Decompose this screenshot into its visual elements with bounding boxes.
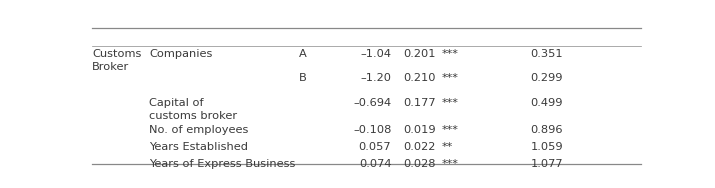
Text: ***: ***	[441, 49, 458, 59]
Text: –0.108: –0.108	[353, 125, 391, 135]
Text: 0.896: 0.896	[531, 125, 563, 135]
Text: **: **	[441, 142, 453, 152]
Text: ***: ***	[441, 125, 458, 135]
Text: 0.351: 0.351	[531, 49, 563, 59]
Text: Customs
Broker: Customs Broker	[92, 49, 142, 72]
Text: –1.04: –1.04	[360, 49, 391, 59]
Text: No. of employees: No. of employees	[149, 125, 249, 135]
Text: Years of Express Business: Years of Express Business	[149, 159, 295, 169]
Text: 1.059: 1.059	[531, 142, 563, 152]
Text: Companies: Companies	[149, 49, 212, 59]
Text: –1.20: –1.20	[360, 73, 391, 83]
Text: ***: ***	[441, 98, 458, 108]
Text: 0.074: 0.074	[359, 159, 391, 169]
Text: 0.019: 0.019	[403, 125, 435, 135]
Text: 0.177: 0.177	[403, 98, 435, 108]
Text: 1.077: 1.077	[531, 159, 563, 169]
Text: B: B	[299, 73, 307, 83]
Text: ***: ***	[441, 159, 458, 169]
Text: 0.201: 0.201	[403, 49, 435, 59]
Text: Capital of
customs broker: Capital of customs broker	[149, 98, 237, 121]
Text: A: A	[299, 49, 307, 59]
Text: 0.210: 0.210	[403, 73, 435, 83]
Text: 0.022: 0.022	[403, 142, 435, 152]
Text: –0.694: –0.694	[353, 98, 391, 108]
Text: ***: ***	[441, 73, 458, 83]
Text: 0.057: 0.057	[359, 142, 391, 152]
Text: Years Established: Years Established	[149, 142, 248, 152]
Text: 0.499: 0.499	[531, 98, 563, 108]
Text: 0.299: 0.299	[531, 73, 563, 83]
Text: 0.028: 0.028	[403, 159, 435, 169]
